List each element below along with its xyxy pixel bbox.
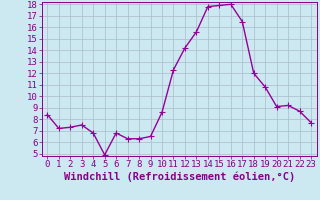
X-axis label: Windchill (Refroidissement éolien,°C): Windchill (Refroidissement éolien,°C) [64,172,295,182]
